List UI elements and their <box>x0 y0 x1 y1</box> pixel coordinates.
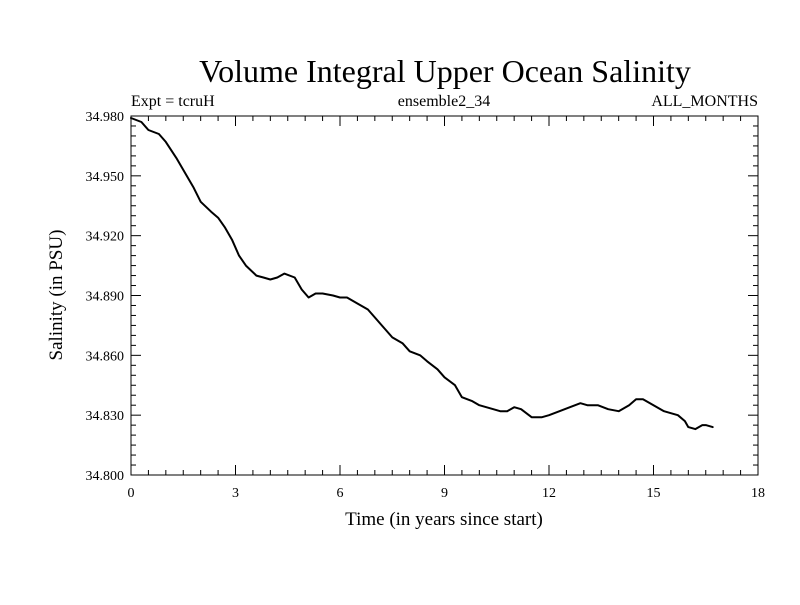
subtitle-experiment: Expt = tcruH <box>131 93 215 110</box>
y-tick-label: 34.920 <box>86 230 125 245</box>
y-axis-label: Salinity (in PSU) <box>46 230 67 361</box>
x-tick-label: 12 <box>542 486 556 501</box>
x-axis-label: Time (in years since start) <box>345 509 543 530</box>
plot-frame <box>130 115 759 476</box>
chart-title: Volume Integral Upper Ocean Salinity <box>199 53 691 89</box>
y-tick-label: 34.860 <box>86 349 125 364</box>
y-tick-label: 34.800 <box>86 469 125 484</box>
x-tick-label: 3 <box>232 486 239 501</box>
subtitle-months: ALL_MONTHS <box>651 93 758 110</box>
x-tick-label: 18 <box>751 486 765 501</box>
tick-labels-layer: 0 3 6 9 12 15 18 34.800 34.830 34.860 34.890 34.920… <box>86 110 766 501</box>
y-tick-label: 34.980 <box>86 110 125 125</box>
x-tick-label: 9 <box>441 486 448 501</box>
ticks-layer <box>130 115 759 476</box>
y-tick-label: 34.830 <box>86 409 125 424</box>
x-tick-label: 0 <box>128 486 135 501</box>
subtitle-ensemble: ensemble2_34 <box>398 93 490 110</box>
series-line-salinity <box>130 117 714 431</box>
y-tick-label: 34.950 <box>86 170 125 185</box>
series-layer <box>130 117 714 431</box>
y-tick-label: 34.890 <box>86 290 125 305</box>
x-tick-label: 15 <box>647 486 661 501</box>
x-tick-label: 6 <box>337 486 344 501</box>
